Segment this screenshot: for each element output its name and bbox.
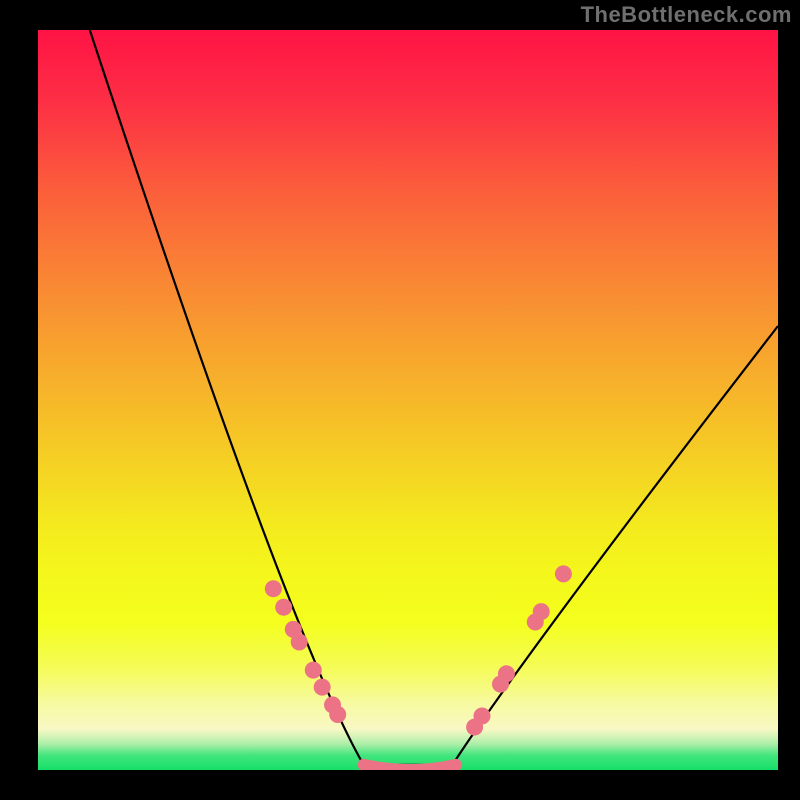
data-point: [498, 665, 515, 682]
valley-marker: [364, 765, 457, 770]
plot-svg: [38, 30, 778, 770]
data-point: [474, 707, 491, 724]
data-point: [314, 679, 331, 696]
data-point: [265, 580, 282, 597]
data-point: [291, 633, 308, 650]
data-point: [555, 565, 572, 582]
plot-area: [38, 30, 778, 770]
watermark-text: TheBottleneck.com: [581, 0, 792, 30]
data-point: [275, 599, 292, 616]
data-point: [329, 706, 346, 723]
gradient-background: [38, 30, 778, 770]
data-point: [305, 662, 322, 679]
chart-container: TheBottleneck.com: [0, 0, 800, 800]
data-point: [533, 603, 550, 620]
